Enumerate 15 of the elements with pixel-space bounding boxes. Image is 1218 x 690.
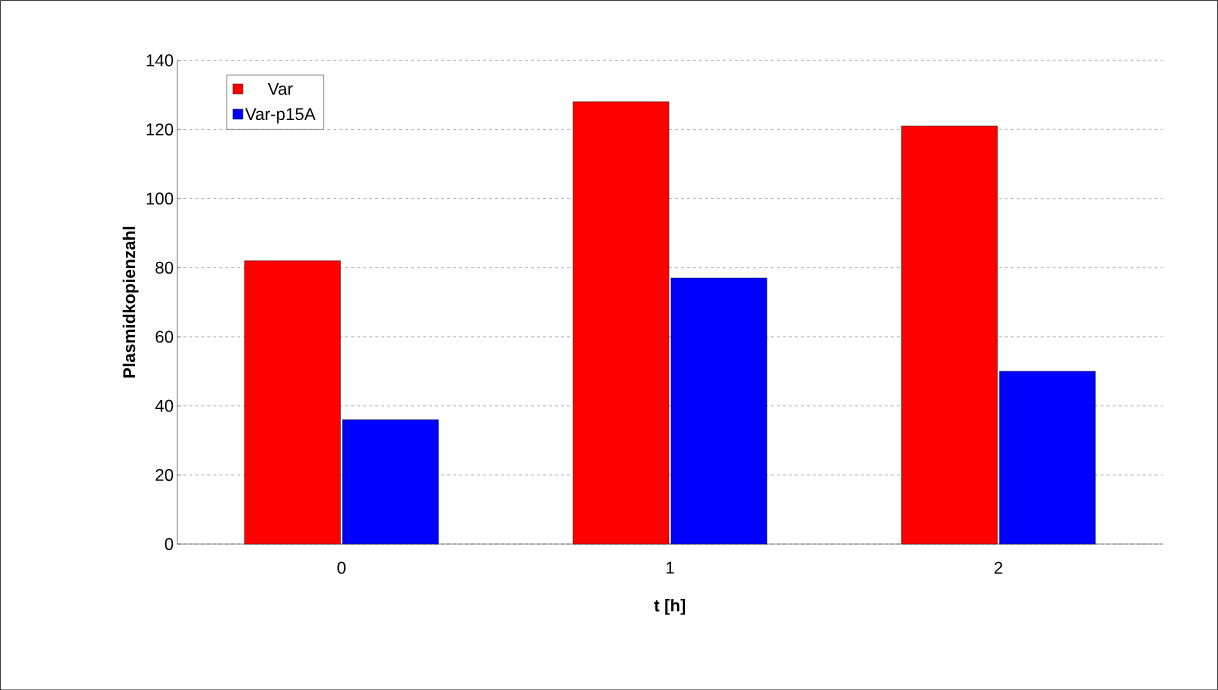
y-tick-label: 100	[146, 192, 174, 205]
y-tick-label: 60	[155, 330, 174, 343]
y-tick-label: 120	[146, 123, 174, 136]
y-tick-label: 40	[155, 399, 174, 412]
x-tick-label: 1	[666, 561, 674, 574]
legend-label: Var-p15A	[245, 108, 316, 124]
y-tick-label: 140	[146, 54, 174, 67]
x-tick-label: 0	[337, 561, 346, 574]
x-axis-title: t [h]	[654, 598, 686, 615]
y-tick-label: 80	[155, 261, 174, 274]
y-axis-title: Plasmidkopienzahl	[122, 226, 139, 378]
legend-label: Var	[267, 82, 293, 95]
x-tick-label: 2	[994, 561, 1003, 574]
y-tick-label: 20	[155, 468, 174, 481]
y-tick-label: 0	[164, 537, 174, 550]
